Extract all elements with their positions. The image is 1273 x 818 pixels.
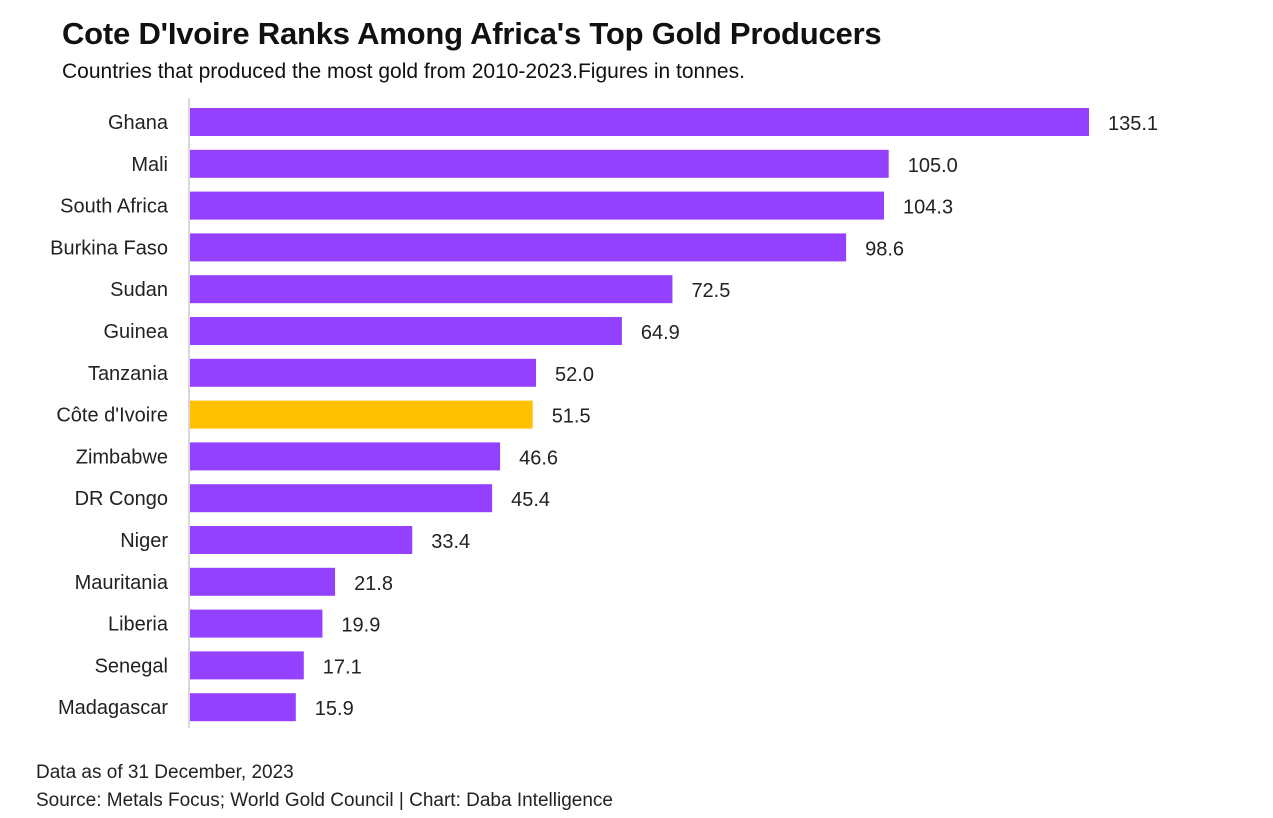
category-label: Sudan (110, 279, 168, 301)
bar (190, 233, 847, 262)
category-label: Mali (131, 154, 168, 176)
category-label: Tanzania (88, 363, 169, 385)
value-label: 64.9 (641, 322, 680, 344)
data-date-note: Data as of 31 December, 2023 (36, 762, 294, 783)
bar (190, 693, 296, 722)
value-label: 98.6 (865, 238, 904, 260)
value-label: 105.0 (908, 155, 958, 177)
bar (190, 567, 336, 596)
value-label: 135.1 (1108, 113, 1158, 135)
category-label: Madagascar (58, 697, 168, 719)
bar (190, 358, 537, 387)
bar (190, 191, 885, 220)
category-label: Côte d'Ivoire (56, 405, 168, 427)
bar (190, 442, 501, 471)
value-label: 72.5 (691, 280, 730, 302)
bar (190, 108, 1089, 136)
category-label: Burkina Faso (50, 237, 168, 259)
value-label: 104.3 (903, 197, 953, 219)
value-label: 51.5 (552, 406, 591, 428)
category-label: Zimbabwe (76, 446, 168, 468)
source-credit: Source: Metals Focus; World Gold Council… (36, 790, 613, 811)
category-label: Mauritania (75, 572, 169, 594)
value-label: 46.6 (519, 447, 558, 469)
category-label: Guinea (104, 321, 169, 343)
bar (190, 651, 304, 680)
value-label: 19.9 (341, 615, 380, 637)
value-label: 17.1 (323, 656, 362, 678)
value-label: 33.4 (431, 531, 470, 553)
bar (190, 149, 889, 178)
value-label: 52.0 (555, 364, 594, 386)
bar (190, 526, 413, 554)
category-label: South Africa (60, 196, 169, 218)
category-label: DR Congo (75, 488, 168, 510)
category-label: Ghana (108, 112, 169, 134)
bar (190, 484, 493, 513)
chart-subtitle: Countries that produced the most gold fr… (62, 60, 745, 83)
bar (190, 609, 323, 638)
value-label: 21.8 (354, 573, 393, 595)
value-label: 15.9 (315, 698, 354, 720)
bar (190, 317, 622, 345)
category-label: Liberia (108, 614, 169, 636)
bar (190, 400, 533, 429)
category-label: Senegal (95, 655, 168, 677)
value-label: 45.4 (511, 489, 550, 511)
chart-title: Cote D'Ivoire Ranks Among Africa's Top G… (62, 16, 882, 51)
bar (190, 275, 673, 304)
category-label: Niger (120, 530, 168, 552)
